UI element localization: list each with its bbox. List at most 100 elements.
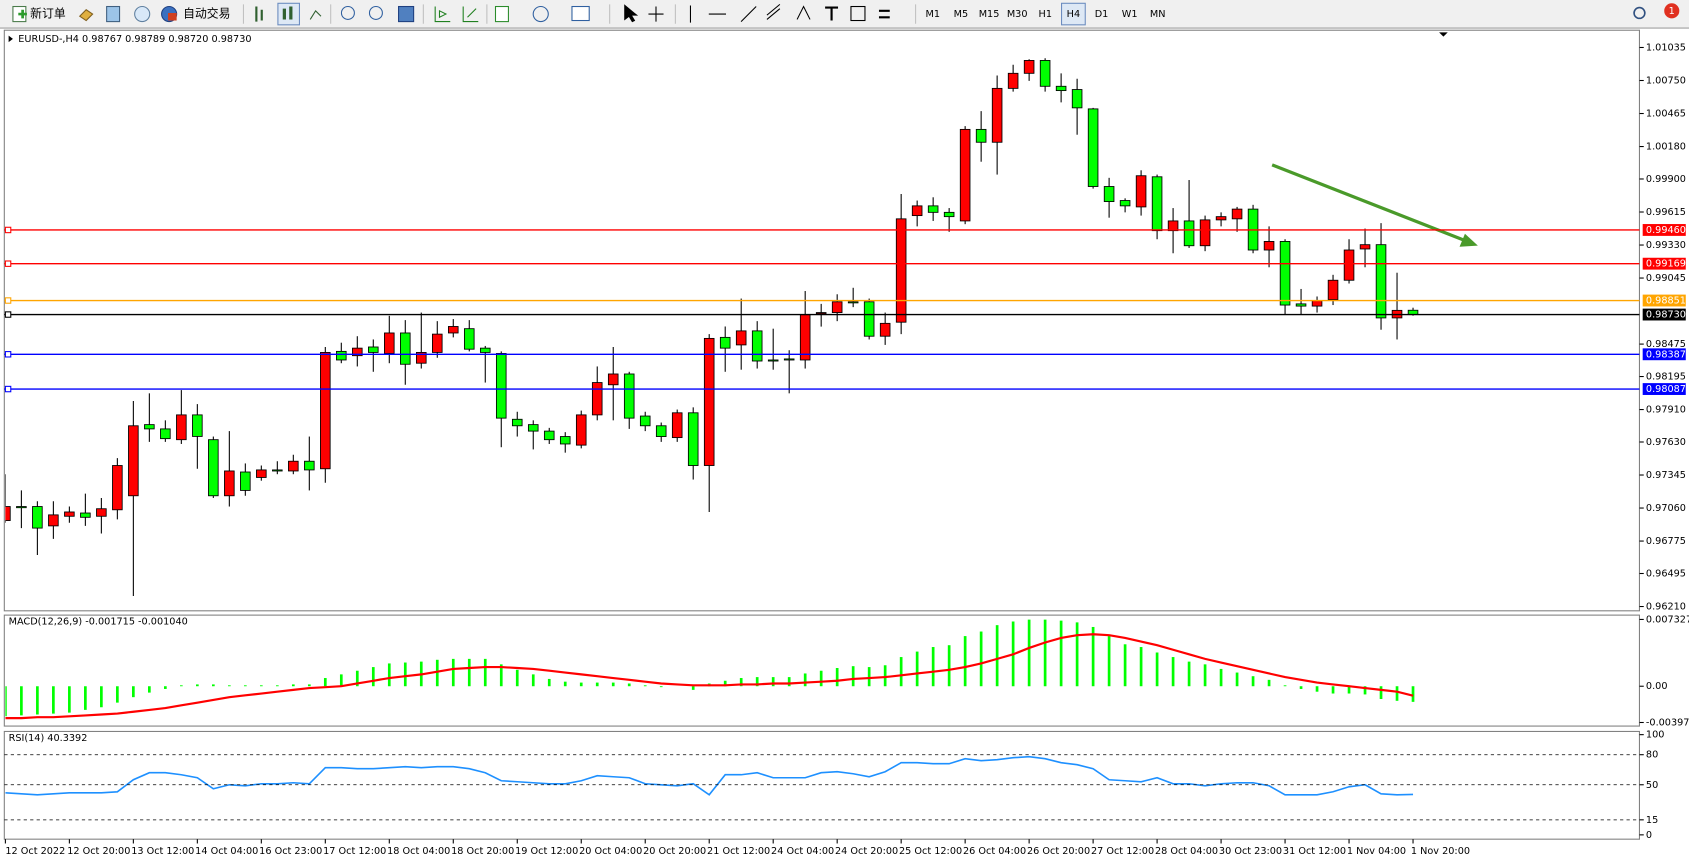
y-tick-label: 0.99615 xyxy=(1646,207,1686,218)
candle-body xyxy=(144,424,155,430)
icon xyxy=(368,5,383,20)
candle-body xyxy=(975,128,987,143)
candle-body xyxy=(879,322,891,337)
x-tick-label: 24 Oct 20:00 xyxy=(835,846,898,857)
candle-body xyxy=(160,428,171,440)
x-tick-label: 18 Oct 04:00 xyxy=(387,846,450,857)
candle-body xyxy=(815,312,827,315)
level-handle xyxy=(4,297,12,304)
y-tick-label: 1.00750 xyxy=(1646,76,1686,87)
timeframe-button[interactable]: H4 xyxy=(1067,9,1080,20)
arrow-head xyxy=(1459,233,1478,247)
candle-body xyxy=(192,414,203,437)
icon xyxy=(398,5,415,23)
candle-body xyxy=(256,469,267,478)
candle-body xyxy=(1071,89,1083,109)
candle-body xyxy=(48,514,59,527)
candle-body xyxy=(847,301,859,304)
active-timeframe xyxy=(1061,2,1086,26)
candle-body xyxy=(671,412,683,439)
icon xyxy=(494,5,509,23)
arrow-line xyxy=(1271,163,1468,243)
candle-body xyxy=(1263,241,1275,251)
candle-body xyxy=(224,470,235,497)
candle-body xyxy=(336,350,347,361)
level-label: 0.99460 xyxy=(1646,225,1686,236)
icon xyxy=(825,6,839,21)
candle-body xyxy=(591,382,603,416)
timeframe-button[interactable]: H1 xyxy=(1039,9,1052,20)
candle-body xyxy=(767,359,779,362)
y-tick-label: 0.96210 xyxy=(1646,602,1686,613)
y-tick-label: 0.00 xyxy=(1646,681,1668,692)
y-tick-label: 1.00465 xyxy=(1646,109,1686,120)
timeframe-button[interactable]: M15 xyxy=(979,9,1000,20)
icon xyxy=(78,9,94,22)
candle-body xyxy=(1055,85,1067,92)
icon xyxy=(277,2,300,26)
timeframe-button[interactable]: W1 xyxy=(1122,9,1138,20)
candle-body xyxy=(735,330,747,346)
candle-body xyxy=(783,358,795,361)
x-tick-label: 28 Oct 04:00 xyxy=(1155,846,1218,857)
candle-body xyxy=(272,469,283,472)
y-tick-label: 15 xyxy=(1646,815,1658,826)
icon xyxy=(850,5,866,22)
candle-body xyxy=(751,330,763,362)
x-tick-label: 20 Oct 04:00 xyxy=(579,846,642,857)
notification-badge[interactable] xyxy=(1664,3,1680,19)
y-tick-label: 100 xyxy=(1646,730,1665,741)
y-tick-label: 1.00180 xyxy=(1646,142,1686,153)
y-tick-label: 0.007327 xyxy=(1646,614,1689,625)
timeframe-button[interactable]: M1 xyxy=(926,9,941,20)
icon xyxy=(434,6,451,23)
candle-body xyxy=(655,425,667,437)
x-tick-label: 27 Oct 12:00 xyxy=(1091,846,1154,857)
candle-body xyxy=(1167,220,1179,232)
symbol-header: EURUSD-,H4 0.98767 0.98789 0.98720 0.987… xyxy=(18,34,251,45)
candle-body xyxy=(1279,241,1291,306)
candle-body xyxy=(208,439,219,497)
candle-body xyxy=(16,506,27,509)
y-tick-label: 0.98475 xyxy=(1646,339,1686,350)
candle-body xyxy=(384,332,395,354)
x-tick-label: 31 Oct 12:00 xyxy=(1283,846,1346,857)
level-handle xyxy=(4,385,12,393)
timeframe-button[interactable]: D1 xyxy=(1095,9,1109,20)
candle-body xyxy=(1023,60,1035,74)
candle-body xyxy=(1327,279,1339,301)
icon xyxy=(689,5,757,23)
y-tick-label: 0.99900 xyxy=(1646,174,1686,185)
timeframe-button[interactable]: MN xyxy=(1150,9,1166,20)
timeframe-button[interactable]: M30 xyxy=(1007,9,1028,20)
candle-body xyxy=(1295,303,1307,307)
candle-body xyxy=(991,87,1003,143)
icon xyxy=(624,4,639,23)
candle-body xyxy=(1343,249,1355,281)
timeframe-button[interactable]: M5 xyxy=(954,9,969,20)
y-tick-label: 80 xyxy=(1646,750,1658,761)
x-tick-label: 1 Nov 04:00 xyxy=(1347,846,1406,857)
trend-arrow xyxy=(1271,163,1478,247)
candle-body xyxy=(959,128,971,222)
icon xyxy=(106,5,121,23)
candle-body xyxy=(463,328,475,350)
candle-body xyxy=(1183,220,1195,247)
candle-body xyxy=(416,352,427,364)
candle-body xyxy=(1039,60,1051,87)
rsi-panel xyxy=(3,730,1640,840)
candle-body xyxy=(1231,208,1243,220)
candle-body xyxy=(1375,244,1387,319)
candle-body xyxy=(1311,300,1323,307)
y-tick-label: 0.96775 xyxy=(1646,536,1686,547)
candle-body xyxy=(1135,175,1147,208)
new-order-button[interactable]: 新订单 xyxy=(12,5,66,23)
search-icon[interactable] xyxy=(1633,6,1646,20)
level-handle xyxy=(4,311,12,318)
button-label: 自动交易 xyxy=(183,7,230,21)
candle-body xyxy=(431,333,443,353)
x-tick-label: 25 Oct 12:00 xyxy=(899,846,962,857)
candle-body xyxy=(240,471,251,491)
auto-trading-button[interactable]: 自动交易 xyxy=(161,5,231,23)
candle-body xyxy=(1103,186,1115,203)
